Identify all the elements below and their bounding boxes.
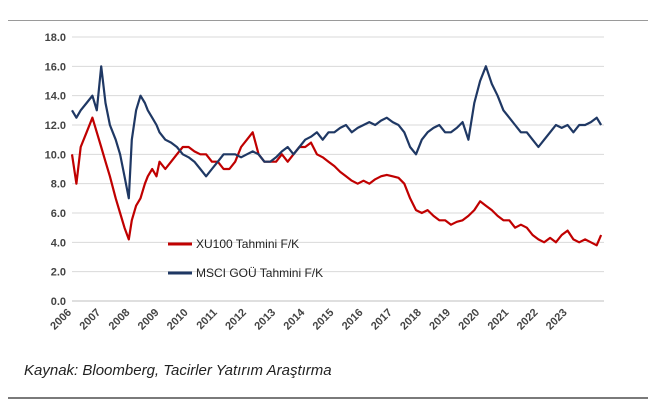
series-line-msci (71, 65, 603, 200)
x-tick-label: 2016 (340, 307, 366, 333)
y-tick-label: 18.0 (45, 32, 66, 44)
series-line-xu100 (70, 116, 603, 247)
legend-label: XU100 Tahmini F/K (196, 237, 299, 251)
x-tick-label: 2009 (136, 307, 162, 333)
x-tick-label: 2015 (311, 307, 337, 333)
x-tick-label: 2014 (282, 306, 308, 332)
x-tick-label: 2007 (77, 307, 103, 333)
y-tick-label: 12.0 (45, 120, 66, 132)
y-tick-label: 14.0 (45, 91, 66, 103)
x-tick-label: 2008 (107, 307, 133, 333)
y-tick-label: 0.0 (51, 296, 66, 308)
x-tick-label: 2017 (369, 307, 395, 333)
bottom-border (8, 397, 648, 399)
x-tick-label: 2022 (515, 307, 541, 333)
x-tick-label: 2023 (544, 307, 570, 333)
x-tick-label: 2013 (252, 307, 278, 333)
y-tick-label: 6.0 (51, 208, 66, 220)
x-tick-label: 2020 (456, 307, 482, 333)
y-tick-label: 16.0 (45, 61, 66, 73)
source-note: Kaynak: Bloomberg, Tacirler Yatırım Araş… (24, 362, 332, 379)
x-tick-label: 2021 (486, 307, 512, 333)
y-tick-label: 8.0 (51, 179, 66, 191)
y-tick-label: 4.0 (51, 237, 66, 249)
x-tick-label: 2012 (223, 307, 249, 333)
x-tick-label: 2010 (165, 307, 191, 333)
top-border (8, 20, 648, 21)
x-tick-label: 2018 (398, 307, 424, 333)
y-tick-label: 2.0 (51, 267, 66, 279)
x-tick-label: 2011 (195, 307, 220, 332)
x-tick-label: 2019 (427, 307, 453, 333)
legend-label: MSCI GOÜ Tahmini F/K (196, 266, 323, 280)
y-tick-label: 10.0 (45, 149, 66, 161)
x-tick-label: 2006 (48, 307, 74, 333)
